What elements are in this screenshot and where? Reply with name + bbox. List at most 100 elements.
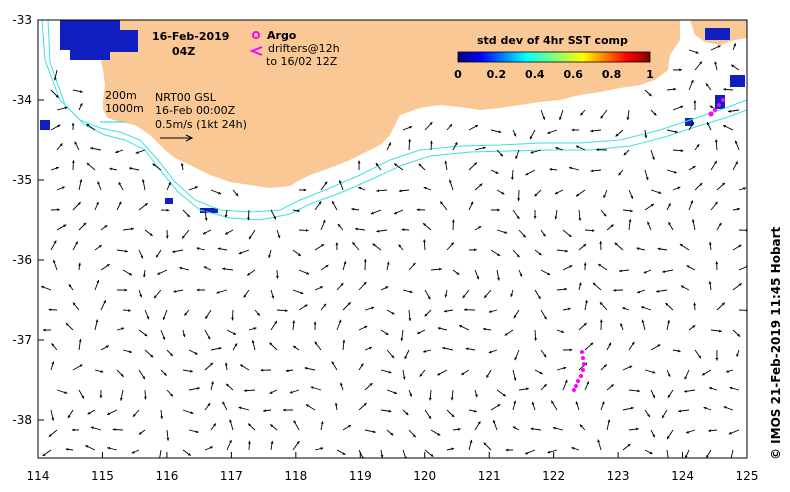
- current-arrow: [184, 309, 190, 316]
- current-arrow: [182, 449, 192, 456]
- current-arrow: [738, 187, 747, 191]
- current-arrow: [468, 248, 477, 252]
- current-arrow: [723, 87, 734, 91]
- current-arrow: [599, 319, 603, 331]
- current-arrow: [122, 309, 131, 312]
- current-arrow: [636, 289, 646, 294]
- current-arrow: [628, 189, 634, 199]
- current-arrow: [666, 203, 671, 211]
- current-arrow: [222, 401, 228, 411]
- x-axis-ticks: 114 115 116 117 118 119 120 121 122 123 124 125: [27, 452, 759, 483]
- current-arrow: [622, 406, 634, 411]
- current-arrow: [100, 345, 110, 351]
- current-arrow: [464, 308, 476, 312]
- current-arrow: [143, 389, 147, 400]
- current-arrow: [224, 229, 234, 235]
- current-arrow: [734, 140, 740, 151]
- current-arrow: [56, 224, 67, 231]
- current-arrow: [662, 269, 674, 273]
- current-arrow: [732, 207, 740, 211]
- current-arrow: [444, 289, 448, 298]
- current-arrow: [618, 169, 624, 176]
- current-arrow: [72, 302, 80, 311]
- current-arrow: [606, 342, 612, 351]
- current-arrow: [656, 289, 668, 293]
- current-arrow: [571, 446, 580, 451]
- current-arrow: [398, 189, 410, 193]
- current-arrow: [429, 140, 433, 151]
- y-tick-label: -37: [12, 333, 32, 347]
- current-arrow: [216, 289, 228, 294]
- current-arrow: [173, 289, 184, 293]
- current-arrow: [555, 146, 564, 151]
- current-arrow: [693, 100, 697, 111]
- current-arrow: [50, 409, 55, 421]
- current-arrow: [705, 449, 712, 458]
- sst-patches: [40, 20, 745, 213]
- current-arrow: [517, 189, 521, 201]
- current-arrow: [210, 423, 217, 431]
- current-arrow: [644, 409, 651, 418]
- current-arrow: [354, 227, 366, 231]
- current-arrow: [293, 420, 300, 431]
- current-arrow: [685, 429, 696, 434]
- current-arrow: [650, 149, 655, 160]
- current-arrow: [424, 449, 434, 458]
- current-arrow: [488, 309, 498, 313]
- current-arrow: [628, 389, 640, 393]
- current-arrow: [547, 129, 558, 134]
- current-arrow: [599, 301, 608, 311]
- current-arrow: [86, 123, 96, 131]
- current-arrow: [714, 61, 718, 71]
- current-arrow: [430, 267, 442, 271]
- current-arrow: [372, 243, 382, 251]
- current-arrow: [386, 261, 390, 271]
- current-arrow: [314, 341, 322, 351]
- current-arrow: [204, 402, 211, 411]
- current-arrow: [710, 329, 722, 333]
- current-arrow: [556, 366, 567, 371]
- current-arrow: [613, 288, 624, 292]
- current-arrow: [402, 289, 413, 294]
- colorbar-tick-label: 0.8: [602, 68, 622, 81]
- current-arrow: [165, 229, 169, 239]
- current-arrow: [50, 208, 60, 212]
- current-arrow: [600, 401, 605, 411]
- colorbar-tick-label: 0.2: [487, 68, 507, 81]
- current-arrow: [636, 247, 646, 251]
- current-arrow: [401, 228, 410, 232]
- current-arrow: [424, 289, 431, 300]
- current-arrow: [525, 169, 536, 176]
- current-arrow: [180, 162, 184, 171]
- current-arrow: [446, 447, 455, 451]
- current-arrow: [247, 423, 256, 431]
- current-arrow: [342, 339, 346, 351]
- current-arrow: [285, 369, 294, 373]
- current-arrow: [153, 289, 162, 299]
- current-arrow: [446, 409, 455, 418]
- current-arrow: [672, 349, 681, 353]
- current-arrow: [512, 426, 520, 431]
- x-tick-label: 125: [736, 469, 759, 483]
- current-arrow: [424, 409, 432, 420]
- current-arrow: [182, 329, 186, 338]
- current-arrow: [540, 269, 551, 276]
- current-arrow: [533, 209, 537, 219]
- current-arrow: [65, 322, 74, 331]
- current-arrow: [716, 302, 726, 311]
- current-arrow: [74, 141, 80, 151]
- current-arrow: [443, 309, 454, 313]
- x-tick-label: 119: [349, 469, 372, 483]
- current-arrow: [119, 389, 124, 401]
- current-arrow: [364, 382, 373, 391]
- current-arrow: [408, 262, 416, 271]
- current-arrow: [144, 229, 153, 237]
- current-arrow: [292, 440, 300, 451]
- current-arrow: [364, 306, 375, 311]
- current-arrow: [182, 369, 193, 373]
- current-arrow: [243, 289, 250, 298]
- current-arrow: [512, 209, 520, 220]
- current-arrow: [419, 369, 426, 377]
- current-arrow: [254, 309, 261, 316]
- current-arrow: [402, 369, 406, 380]
